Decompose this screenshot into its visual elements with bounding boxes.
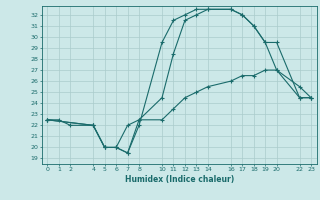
X-axis label: Humidex (Indice chaleur): Humidex (Indice chaleur) <box>124 175 234 184</box>
